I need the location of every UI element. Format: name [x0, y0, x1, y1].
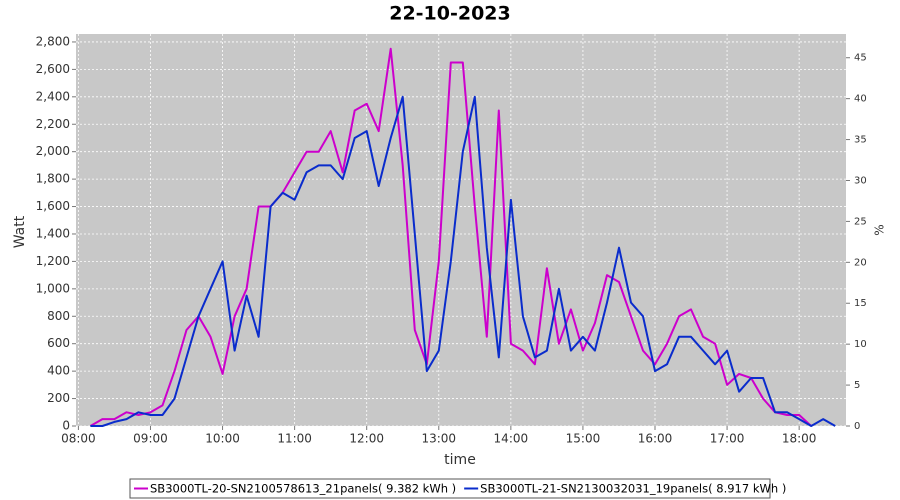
y2-tick-label: 5	[854, 380, 860, 391]
y-tick-label: 1,600	[36, 199, 70, 213]
x-tick-label: 10:00	[205, 432, 240, 446]
x-axis-label: time	[444, 452, 476, 468]
x-tick-label: 09:00	[133, 432, 168, 446]
y-tick-label: 2,800	[36, 34, 70, 48]
legend-label: SB3000TL-21-SN2130032031_19panels( 8.917…	[480, 482, 786, 496]
y2-tick-label: 40	[854, 94, 867, 105]
y-tick-label: 2,200	[36, 117, 70, 131]
y-tick-label: 0	[62, 419, 70, 433]
y-tick-label: 1,800	[36, 172, 70, 186]
y-axis-label: Watt	[12, 215, 28, 248]
y2-tick-label: 35	[854, 135, 867, 146]
y-tick-label: 2,400	[36, 89, 70, 103]
y2-tick-label: 10	[854, 339, 867, 350]
x-tick-label: 18:00	[782, 432, 817, 446]
y-tick-label: 600	[47, 336, 70, 350]
x-tick-label: 08:00	[61, 432, 96, 446]
y-tick-label: 400	[47, 364, 70, 378]
y-tick-label: 1,400	[36, 226, 70, 240]
y-tick-label: 2,000	[36, 144, 70, 158]
y2-tick-label: 20	[854, 257, 867, 268]
series-line	[90, 95, 836, 427]
x-tick-label: 11:00	[277, 432, 312, 446]
x-tick-label: 15:00	[566, 432, 601, 446]
chart-title: 22-10-2023	[389, 3, 511, 25]
y2-tick-label: 45	[854, 53, 867, 64]
plot-area	[76, 34, 846, 426]
y2-tick-label: 30	[854, 175, 867, 186]
y-tick-label: 2,600	[36, 62, 70, 76]
legend-label: SB3000TL-20-SN2100578613_21panels( 9.382…	[150, 482, 456, 496]
x-tick-label: 16:00	[638, 432, 673, 446]
y-tick-label: 1,000	[36, 281, 70, 295]
series-line	[89, 47, 812, 427]
y-tick-label: 1,200	[36, 254, 70, 268]
y2-axis-label: %	[873, 224, 887, 235]
y2-tick-label: 15	[854, 298, 867, 309]
x-tick-label: 17:00	[710, 432, 745, 446]
x-tick-label: 12:00	[349, 432, 384, 446]
y-tick-label: 800	[47, 309, 70, 323]
y2-tick-label: 0	[854, 421, 860, 432]
x-tick-label: 14:00	[494, 432, 529, 446]
y-tick-label: 200	[47, 391, 70, 405]
y2-tick-label: 25	[854, 216, 867, 227]
x-tick-label: 13:00	[421, 432, 456, 446]
legend-box	[129, 478, 771, 499]
